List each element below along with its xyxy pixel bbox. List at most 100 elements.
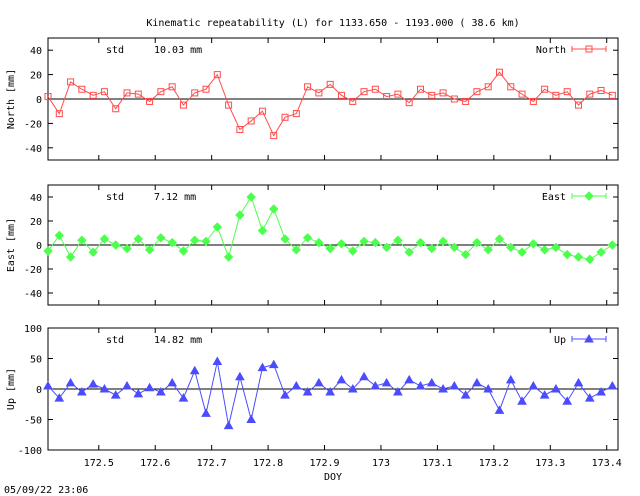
north-data-point [541,85,549,93]
east-ytick-label: 40 [30,193,42,204]
east-data-point [65,252,76,262]
up-data-point [291,380,302,390]
north-data-point [439,89,447,97]
up-data-point [99,383,110,393]
north-data-point [608,91,616,99]
north-data-point [168,83,176,91]
timestamp: 05/09/22 23:06 [4,485,88,496]
east-data-point [460,249,471,260]
up-data-point [494,405,505,414]
north-data-point [78,85,86,93]
east-data-point [585,254,595,265]
east-data-point [393,235,403,245]
east-legend-marker [584,191,594,201]
north-data-point [529,97,537,105]
north-legend-marker [585,45,593,53]
east-data-point [404,247,414,257]
east-legend-label: East [542,192,566,203]
north-std-label: std [106,45,124,56]
up-data-point [596,387,606,396]
east-data-point [573,252,584,262]
up-data-point [235,371,245,381]
up-xlabel: DOY [324,472,342,483]
up-data-point [280,390,290,399]
up-data-point [43,380,53,390]
up-data-point [573,377,584,387]
up-data-point [551,383,561,393]
north-data-point [179,101,187,109]
east-ytick-label: 20 [30,217,42,228]
north-data-point [281,113,289,121]
north-ylabel: North [mm] [6,69,17,129]
up-data-point [472,377,482,387]
east-data-point [449,242,460,253]
up-std-label: std [106,335,124,346]
up-data-point [562,396,573,405]
north-data-point [552,91,560,99]
north-ytick-label: 20 [30,71,42,82]
up-data-point [404,374,415,384]
east-data-point [551,242,561,253]
up-data-point [426,377,437,387]
east-data-point [314,237,324,248]
up-data-point [314,377,324,387]
up-data-point [381,377,392,387]
east-std-label: std [106,192,124,203]
east-data-point [370,237,381,248]
north-legend-label: North [536,45,566,56]
up-data-point [517,396,527,405]
north-data-point [236,126,244,133]
north-data-point [574,101,582,109]
up-data-point [223,420,234,430]
east-data-point [325,243,335,254]
up-data-point [460,390,471,399]
north-data-point [292,110,300,118]
east-ytick-label: -40 [24,289,42,300]
east-data-point [122,243,132,254]
up-legend-marker [584,333,594,343]
north-data-point [507,83,515,91]
up-data-point [212,356,223,366]
up-panel: 100 50 0 -50 -100 172.5 172.6 172.7 172.8 172.9 17… [6,324,622,483]
east-data-point [156,233,166,243]
north-data-point [383,93,391,101]
up-xtick-label: 173.3 [535,458,565,469]
north-data-point [405,99,413,107]
east-ytick-label: -20 [24,265,42,276]
north-data-point [100,88,108,96]
north-data-point [89,91,97,99]
east-data-point [235,210,245,220]
north-data-point [202,85,210,93]
north-data-point [112,105,120,113]
north-data-point [450,95,458,103]
north-data-point [371,85,379,93]
east-data-point [99,234,110,244]
up-data-point [347,383,358,393]
east-data-point [607,240,618,250]
north-data-point [134,90,142,98]
up-xtick-label: 172.8 [253,458,283,469]
up-data-point [178,393,189,402]
up-xtick-label: 173.1 [422,458,452,469]
north-series-line [47,71,613,137]
up-data-point [483,383,494,393]
up-data-point [122,380,132,390]
north-data-point [349,97,357,105]
up-data-point [584,393,595,402]
up-data-point [54,393,65,402]
up-data-point [370,380,381,390]
east-data-point [167,237,177,248]
east-data-point [494,234,505,244]
up-xtick-label: 172.6 [140,458,170,469]
up-xtick-label: 173.4 [592,458,622,469]
up-data-point [189,365,200,375]
up-data-point [88,379,99,388]
north-ytick-label: 0 [36,95,42,106]
north-data-point [416,85,424,93]
east-data-point [562,249,572,260]
east-data-point [302,233,313,243]
north-data-point [270,132,278,140]
up-data-point [110,390,121,399]
up-data-point [302,387,313,396]
east-data-point [472,237,482,248]
